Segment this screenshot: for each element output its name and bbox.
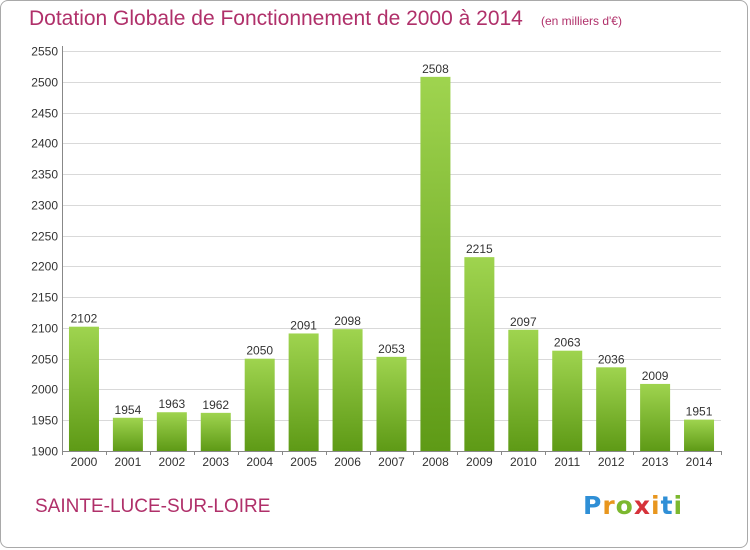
value-label: 2036 — [598, 352, 625, 366]
bar-2008 — [420, 76, 451, 451]
bar-2003 — [200, 412, 231, 451]
value-label: 2098 — [334, 314, 361, 328]
x-tick-label: 2004 — [246, 455, 273, 469]
chart-unit-label: (en milliers d'€) — [541, 14, 622, 28]
y-tick-label: 2550 — [31, 45, 58, 59]
y-tick-label: 2200 — [31, 260, 58, 274]
bar-2004 — [244, 358, 275, 451]
bar-2010 — [508, 329, 539, 451]
bar-2007 — [376, 356, 407, 451]
chart-title: Dotation Globale de Fonctionnement de 20… — [29, 7, 523, 30]
y-tick-label: 1900 — [31, 445, 58, 459]
y-tick-label: 2350 — [31, 168, 58, 182]
y-tick-label: 2100 — [31, 322, 58, 336]
value-labels: 2102 1954 1963 1962 2050 2091 2098 2053 2508 2215… — [71, 62, 713, 419]
bars — [68, 76, 715, 451]
x-tick-label: 2011 — [554, 455, 580, 469]
bar-2009 — [464, 257, 495, 451]
value-label: 1951 — [686, 405, 713, 419]
y-tick-label: 2400 — [31, 137, 58, 151]
value-label: 2508 — [422, 62, 449, 76]
bar-2011 — [552, 350, 583, 451]
value-label: 2215 — [466, 242, 493, 256]
x-tick-label: 2010 — [510, 455, 537, 469]
x-tick-label: 2009 — [466, 455, 493, 469]
x-tick-label: 2005 — [290, 455, 317, 469]
y-tick-label: 2500 — [31, 76, 58, 90]
value-label: 2063 — [554, 336, 581, 350]
value-label: 1962 — [202, 398, 229, 412]
bar-2014 — [684, 419, 715, 451]
bar-2000 — [68, 326, 99, 451]
x-tick-label: 2003 — [202, 455, 229, 469]
bar-2012 — [596, 367, 627, 451]
bar-2006 — [332, 329, 363, 451]
bar-2001 — [112, 417, 143, 451]
y-tick-label: 2250 — [31, 230, 58, 244]
y-tick-label: 2150 — [31, 291, 58, 305]
location-name: SAINTE-LUCE-SUR-LOIRE — [35, 496, 271, 517]
tick-labels: 1900 1950 2000 2050 2100 2150 2200 2250 2300 2350… — [31, 45, 712, 470]
bar-2013 — [640, 383, 671, 451]
x-tick-label: 2013 — [642, 455, 669, 469]
y-tick-label: 2300 — [31, 199, 58, 213]
value-label: 2097 — [510, 315, 537, 329]
value-label: 2050 — [246, 344, 273, 358]
x-tick-label: 2012 — [598, 455, 625, 469]
axes — [62, 46, 722, 455]
value-label: 2053 — [378, 342, 405, 356]
x-tick-label: 2008 — [422, 455, 449, 469]
x-tick-label: 2007 — [378, 455, 405, 469]
x-tick-label: 2014 — [686, 455, 713, 469]
value-label: 1963 — [158, 397, 185, 411]
value-label: 2102 — [71, 312, 98, 326]
y-tick-label: 2050 — [31, 353, 58, 367]
y-tick-label: 1950 — [31, 414, 58, 428]
bar-2005 — [288, 333, 319, 451]
value-label: 1954 — [115, 403, 142, 417]
y-tick-label: 2450 — [31, 107, 58, 121]
proxiti-logo: Proxiti — [583, 491, 684, 520]
bar-2002 — [156, 412, 187, 451]
value-label: 2009 — [642, 369, 669, 383]
x-tick-label: 2006 — [334, 455, 361, 469]
value-label: 2091 — [290, 318, 317, 332]
x-tick-label: 2001 — [115, 455, 142, 469]
x-tick-label: 2000 — [71, 455, 98, 469]
x-tick-label: 2002 — [158, 455, 185, 469]
y-tick-label: 2000 — [31, 383, 58, 397]
